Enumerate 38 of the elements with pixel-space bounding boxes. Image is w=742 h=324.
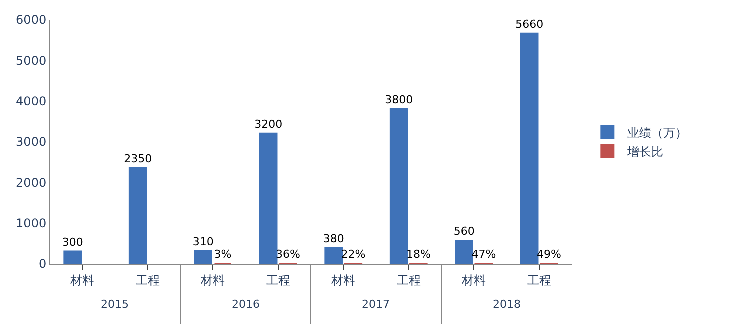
y-tick-label: 2000	[16, 176, 47, 190]
text: 2018	[493, 298, 521, 311]
bar	[259, 132, 278, 264]
bar	[324, 248, 343, 264]
data-label: 380	[323, 232, 344, 246]
y-tick-label: 3000	[16, 135, 47, 150]
text: 2016	[232, 298, 260, 311]
x-tick-label: 工程	[527, 273, 552, 288]
data-label: 2350	[124, 152, 152, 166]
legend-label: 业绩（万）	[628, 126, 688, 140]
data-label: 5660	[516, 18, 544, 31]
bar	[455, 240, 474, 264]
x-tick-label: 材料	[461, 273, 486, 288]
y-tick-label: 6000	[16, 13, 47, 28]
data-label: 560	[454, 225, 475, 238]
bar	[520, 32, 539, 264]
x-tick-label: 工程	[396, 273, 421, 288]
text: 2017	[362, 298, 390, 311]
bar	[64, 250, 82, 264]
y-tick-label: 4000	[16, 94, 47, 109]
data-label: 300	[62, 236, 84, 249]
bar	[390, 108, 408, 264]
y-tick-label: 1000	[16, 216, 47, 231]
x-tick-label: 材料	[70, 273, 95, 288]
data-label: 3800	[385, 93, 414, 106]
x-tick-label: 工程	[266, 273, 290, 288]
bar	[194, 250, 212, 264]
x-tick-label: 材料	[330, 273, 356, 288]
x-tick-label: 材料	[200, 273, 226, 288]
x-tick-label: 工程	[136, 273, 160, 288]
y-tick-label: 0	[38, 257, 47, 272]
legend-label: 增长比	[626, 145, 664, 160]
data-label: 3%	[214, 248, 232, 261]
data-label: 3200	[254, 118, 283, 131]
y-tick-label: 5000	[16, 54, 47, 68]
data-label: 310	[192, 235, 214, 248]
text: 2015	[101, 298, 129, 311]
bar	[128, 167, 148, 264]
